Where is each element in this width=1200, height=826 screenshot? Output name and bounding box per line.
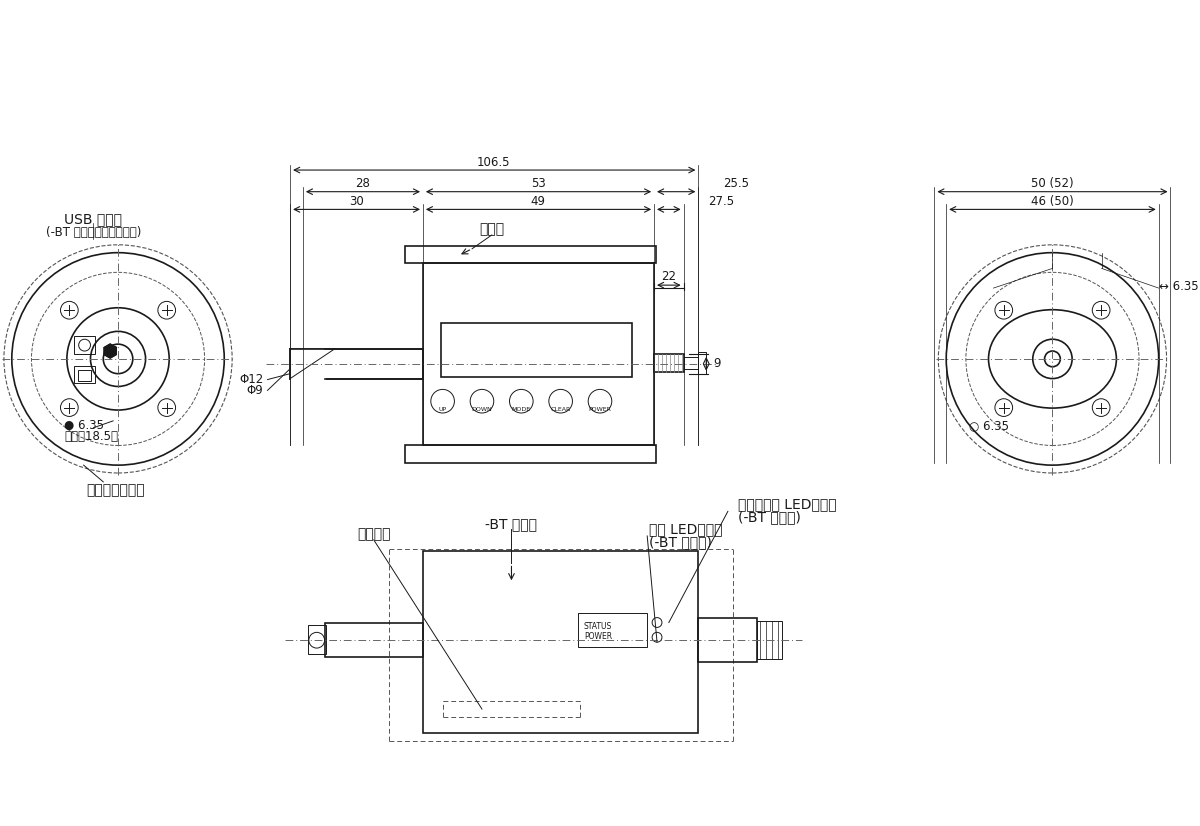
Bar	[698, 618, 757, 662]
Text: 50 (52): 50 (52)	[1031, 178, 1074, 190]
Bar	[684, 357, 698, 368]
Text: 106.5: 106.5	[478, 155, 510, 169]
Bar	[698, 352, 707, 373]
Text: (-BT 型のみ): (-BT 型のみ)	[649, 535, 712, 548]
Text: 46 (50): 46 (50)	[1031, 195, 1074, 208]
Text: USB ポート: USB ポート	[65, 212, 122, 226]
Bar	[308, 625, 325, 654]
Bar	[440, 322, 632, 377]
Text: Φ12: Φ12	[239, 373, 264, 386]
Text: （深さ18.5）: （深さ18.5）	[64, 430, 118, 443]
Text: (-BT 型は使用できません): (-BT 型は使用できません)	[46, 225, 142, 239]
Text: ↔ 6.35: ↔ 6.35	[1159, 280, 1199, 292]
Bar	[757, 620, 782, 659]
Text: CLEAR: CLEAR	[551, 406, 571, 411]
Bar	[406, 246, 656, 263]
Text: POWER: POWER	[584, 632, 612, 641]
Text: ○ 6.35: ○ 6.35	[968, 420, 1009, 432]
Text: 49: 49	[530, 195, 546, 208]
Text: 53: 53	[530, 178, 546, 190]
Text: STATUS: STATUS	[584, 622, 612, 631]
Text: ● 6.35: ● 6.35	[64, 420, 104, 432]
Bar	[73, 366, 96, 383]
Text: 28: 28	[355, 178, 371, 190]
Bar	[422, 551, 698, 733]
Text: 9: 9	[713, 358, 721, 370]
Bar	[578, 613, 647, 647]
Bar	[406, 445, 656, 463]
Text: 22: 22	[661, 270, 677, 282]
Bar	[324, 623, 422, 657]
Bar	[73, 336, 96, 354]
Text: (-BT 型のみ): (-BT 型のみ)	[738, 510, 800, 525]
Bar	[654, 354, 684, 372]
Text: Φ9: Φ9	[247, 384, 264, 396]
Text: 電源 LED（赤）: 電源 LED（赤）	[649, 522, 722, 536]
Text: 接続確認用 LED（青）: 接続確認用 LED（青）	[738, 497, 836, 511]
Text: 型式名: 型式名	[479, 222, 504, 236]
Text: 30: 30	[349, 195, 364, 208]
Text: 25.5: 25.5	[722, 178, 749, 190]
Text: DOWN: DOWN	[472, 406, 492, 411]
Text: POWER: POWER	[588, 406, 612, 411]
Text: -BT 型のみ: -BT 型のみ	[486, 517, 538, 531]
Text: UP: UP	[438, 406, 446, 411]
Bar	[78, 370, 91, 381]
Polygon shape	[290, 349, 324, 378]
Text: MODE: MODE	[511, 406, 530, 411]
Polygon shape	[104, 344, 116, 358]
Text: 27.5: 27.5	[708, 195, 734, 208]
Bar	[422, 263, 654, 445]
Text: 製造番号: 製造番号	[358, 527, 390, 541]
Text: 充電用ジャック: 充電用ジャック	[86, 482, 145, 496]
Bar	[290, 349, 422, 378]
